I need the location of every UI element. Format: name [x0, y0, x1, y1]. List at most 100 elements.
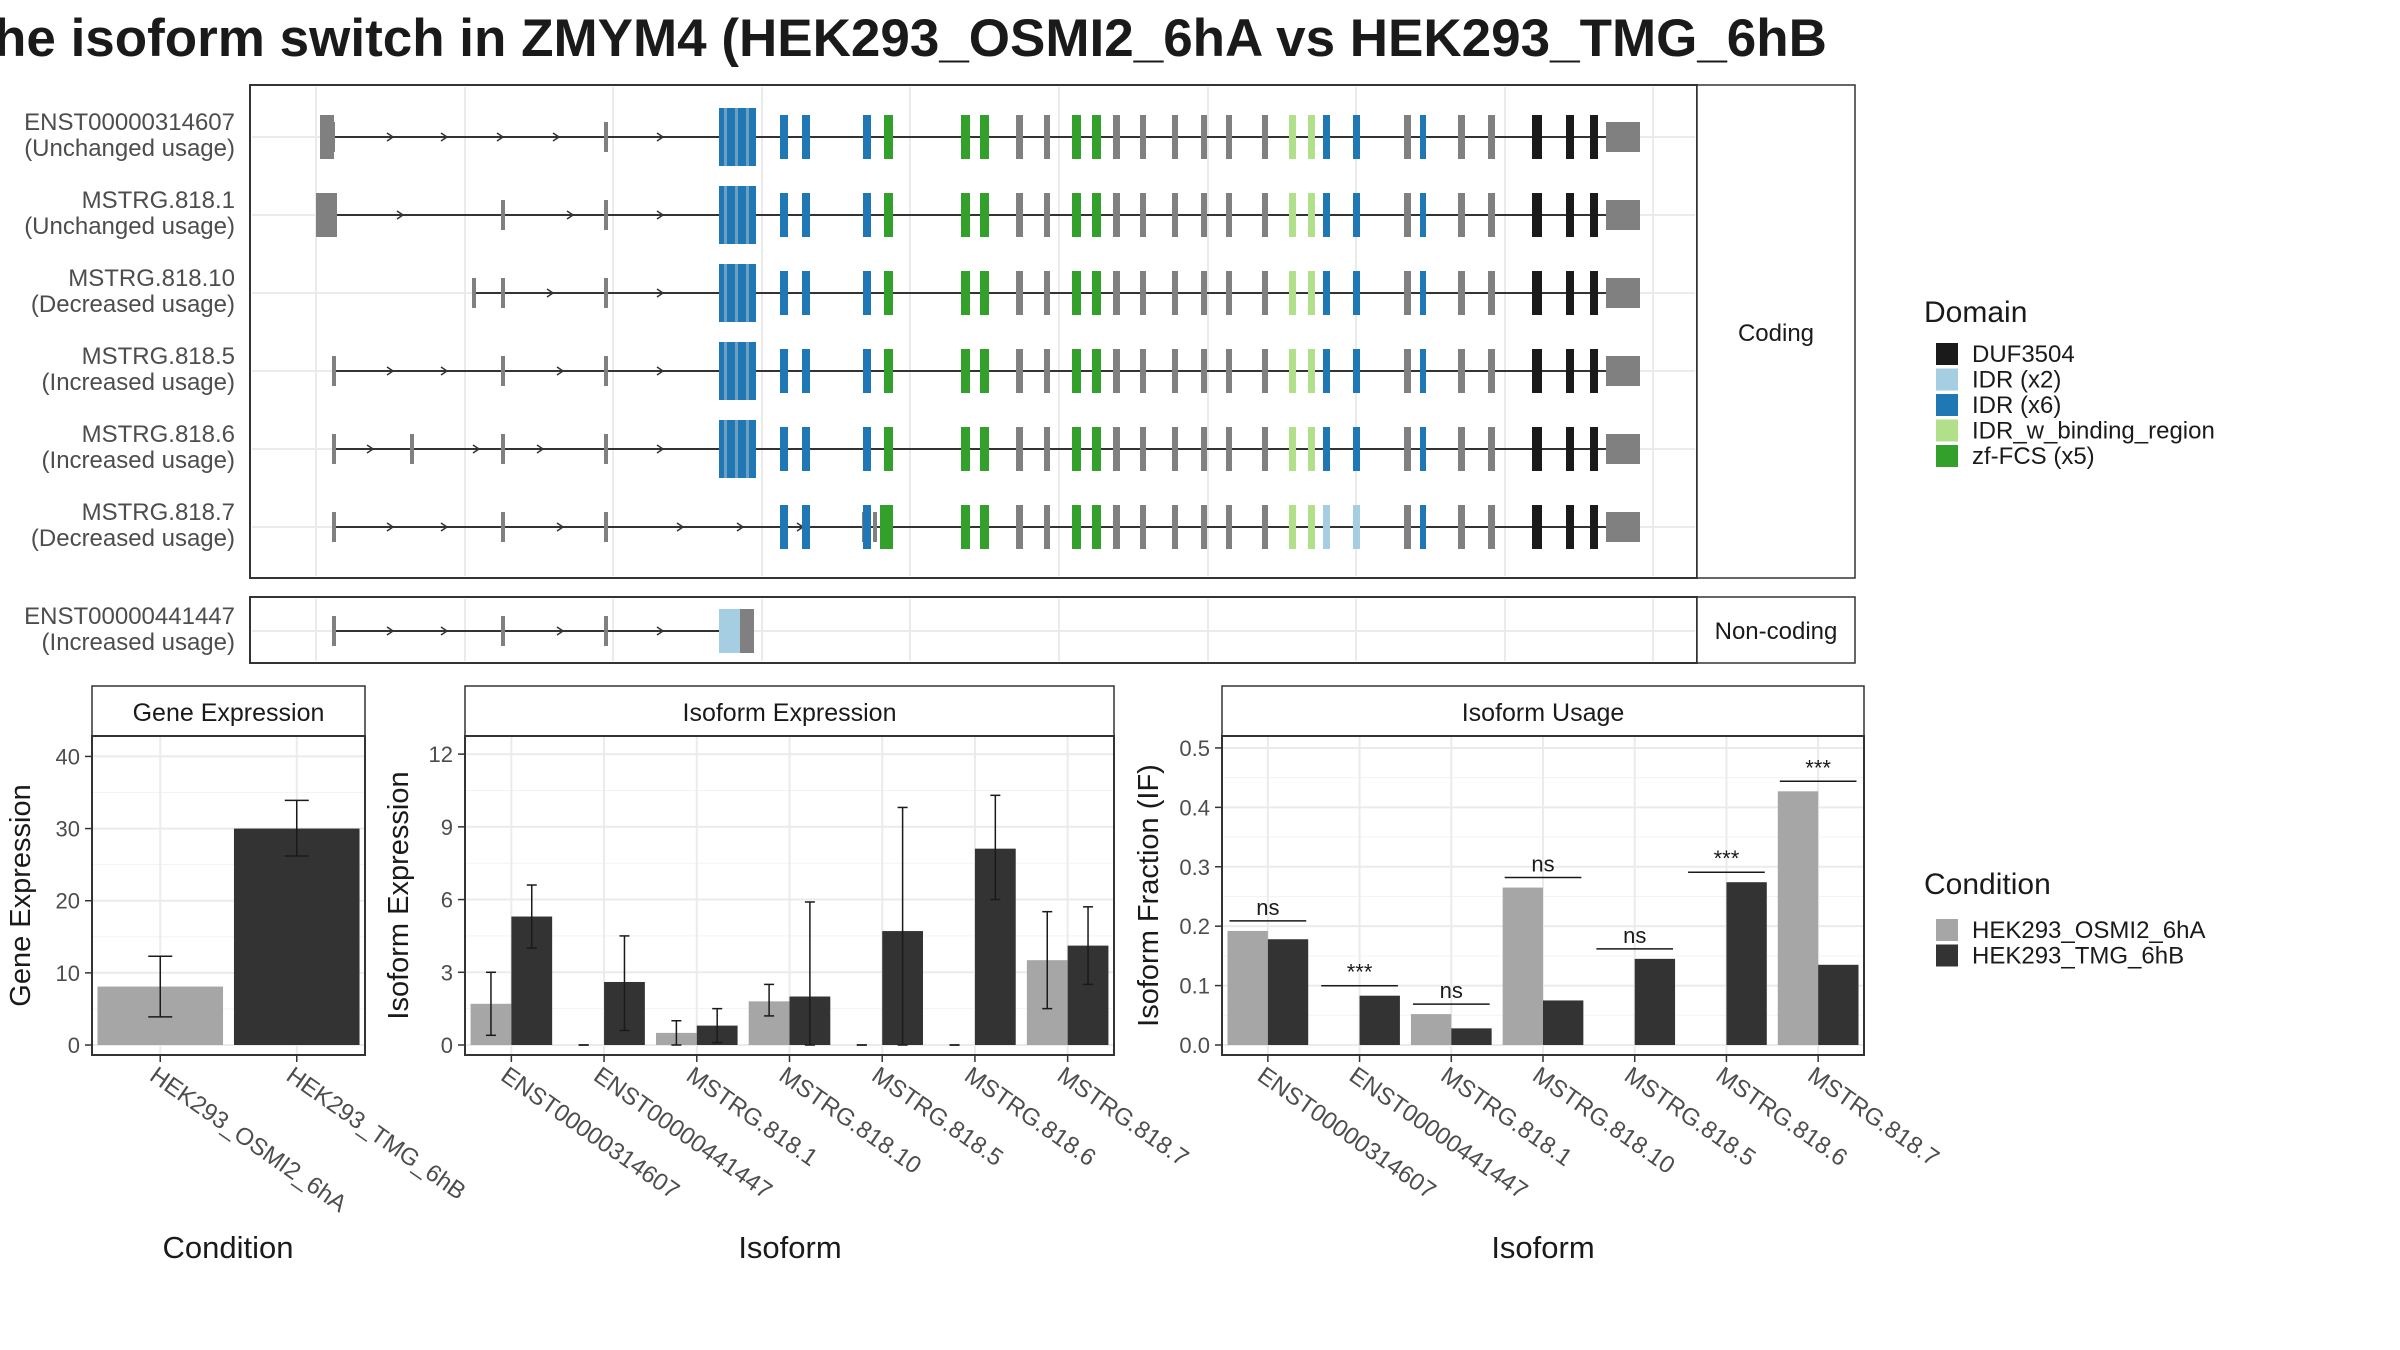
- significance-label: ns: [1440, 978, 1463, 1003]
- exon-coding: [1566, 349, 1574, 393]
- y-tick-label: 0.0: [1179, 1033, 1210, 1058]
- exon-coding: [1201, 271, 1207, 315]
- figure-title: he isoform switch in ZMYM4 (HEK293_OSMI2…: [0, 9, 1827, 68]
- exon-coding: [961, 193, 970, 237]
- x-axis-label: Condition: [163, 1230, 294, 1265]
- strand-arrow: [556, 366, 565, 376]
- exon-coding: [1262, 349, 1268, 393]
- y-tick-label: 12: [429, 742, 453, 767]
- strand-arrow: [366, 444, 375, 454]
- exon-coding: [1420, 193, 1426, 237]
- exon-coding: [1353, 193, 1360, 237]
- exon-coding: [316, 193, 337, 237]
- exon-coding: [884, 349, 893, 393]
- exon-coding: [1201, 427, 1207, 471]
- exon-coding: [1590, 505, 1598, 549]
- exon-utr: [501, 356, 505, 386]
- strand-arrow: [472, 444, 481, 454]
- exon-coding: [1353, 427, 1360, 471]
- exon-coding: [1532, 505, 1542, 549]
- panel-title: Isoform Expression: [683, 699, 897, 727]
- exon-coding: [980, 505, 989, 549]
- transcript-track: [472, 264, 1640, 322]
- exon-coding: [1404, 427, 1411, 471]
- exon-coding: [1590, 349, 1598, 393]
- transcript-id: MSTRG.818.6: [82, 421, 235, 448]
- exon-utr: [501, 616, 505, 646]
- transcript-id: MSTRG.818.5: [82, 343, 235, 370]
- transcript-id: MSTRG.818.1: [82, 187, 235, 214]
- exon-coding: [1590, 115, 1598, 159]
- exon-coding: [1323, 505, 1330, 549]
- exon-coding: [961, 115, 970, 159]
- exon-utr: [331, 122, 335, 152]
- exon-coding: [1289, 505, 1296, 549]
- exon-coding: [1072, 505, 1081, 549]
- exon-coding: [863, 271, 871, 315]
- exon-coding: [1488, 115, 1495, 159]
- exon-utr: [501, 434, 505, 464]
- exon-coding: [1308, 193, 1315, 237]
- legend-label: IDR (x6): [1972, 392, 2061, 419]
- exon-coding: [780, 427, 788, 471]
- panel-strip: [1221, 685, 1865, 737]
- exon-3prime-utr: [1606, 512, 1640, 542]
- legend-key: [1936, 394, 1958, 416]
- exon-utr: [501, 512, 505, 542]
- panel-title: Gene Expression: [133, 699, 325, 727]
- strand-arrow: [656, 210, 665, 220]
- exon-boundary: [746, 108, 749, 166]
- exon-coding: [1404, 505, 1411, 549]
- exon-coding: [1201, 505, 1207, 549]
- exon-coding: [1289, 427, 1296, 471]
- exon-coding: [1353, 349, 1360, 393]
- exon-coding: [1044, 505, 1050, 549]
- exon-utr: [873, 512, 877, 542]
- y-tick-label: 6: [441, 888, 453, 913]
- y-tick-label: 30: [56, 817, 80, 842]
- exon-coding: [863, 505, 871, 549]
- exon-3prime-utr: [1606, 278, 1640, 308]
- significance-label: ns: [1623, 923, 1646, 948]
- exon-coding: [1308, 427, 1315, 471]
- transcript-id: ENST00000441447: [24, 603, 235, 630]
- exon-coding: [961, 349, 970, 393]
- exon-boundary: [735, 420, 738, 478]
- exon-coding: [1289, 115, 1296, 159]
- exon-utr: [332, 512, 336, 542]
- exon-coding: [780, 271, 788, 315]
- exon-boundary: [746, 264, 749, 322]
- exon-boundary: [746, 186, 749, 244]
- exon-coding: [863, 349, 871, 393]
- strand-arrow: [656, 132, 665, 142]
- strand-arrow: [386, 626, 395, 636]
- exon-utr: [410, 434, 414, 464]
- exon-coding: [1420, 115, 1426, 159]
- legend-key: [1936, 944, 1958, 967]
- exon-coding: [1458, 505, 1465, 549]
- exon-coding: [1072, 193, 1081, 237]
- exon-utr: [604, 122, 608, 152]
- y-tick-label: 40: [56, 744, 80, 769]
- exon-coding: [1092, 193, 1101, 237]
- exon-coding: [1590, 427, 1598, 471]
- exon-coding: [1404, 271, 1411, 315]
- exon-coding: [1016, 505, 1023, 549]
- panel-title: Isoform Usage: [1462, 699, 1625, 727]
- exon-coding: [1113, 505, 1120, 549]
- exon-utr: [332, 356, 336, 386]
- legend-key: [1936, 368, 1958, 391]
- exon-coding: [802, 193, 810, 237]
- exon-coding: [1226, 271, 1232, 315]
- exon-coding: [1532, 271, 1542, 315]
- exon-coding: [1404, 193, 1411, 237]
- transcript-usage: (Decreased usage): [31, 525, 235, 552]
- strand-arrow: [546, 288, 555, 298]
- exon-boundary: [735, 186, 738, 244]
- legend-key: [1936, 419, 1958, 442]
- transcript-id: ENST00000314607: [24, 109, 235, 136]
- transcript-track: [332, 420, 1640, 478]
- exon-coding: [1590, 193, 1598, 237]
- exon-coding: [1262, 505, 1268, 549]
- exon-coding: [1458, 271, 1465, 315]
